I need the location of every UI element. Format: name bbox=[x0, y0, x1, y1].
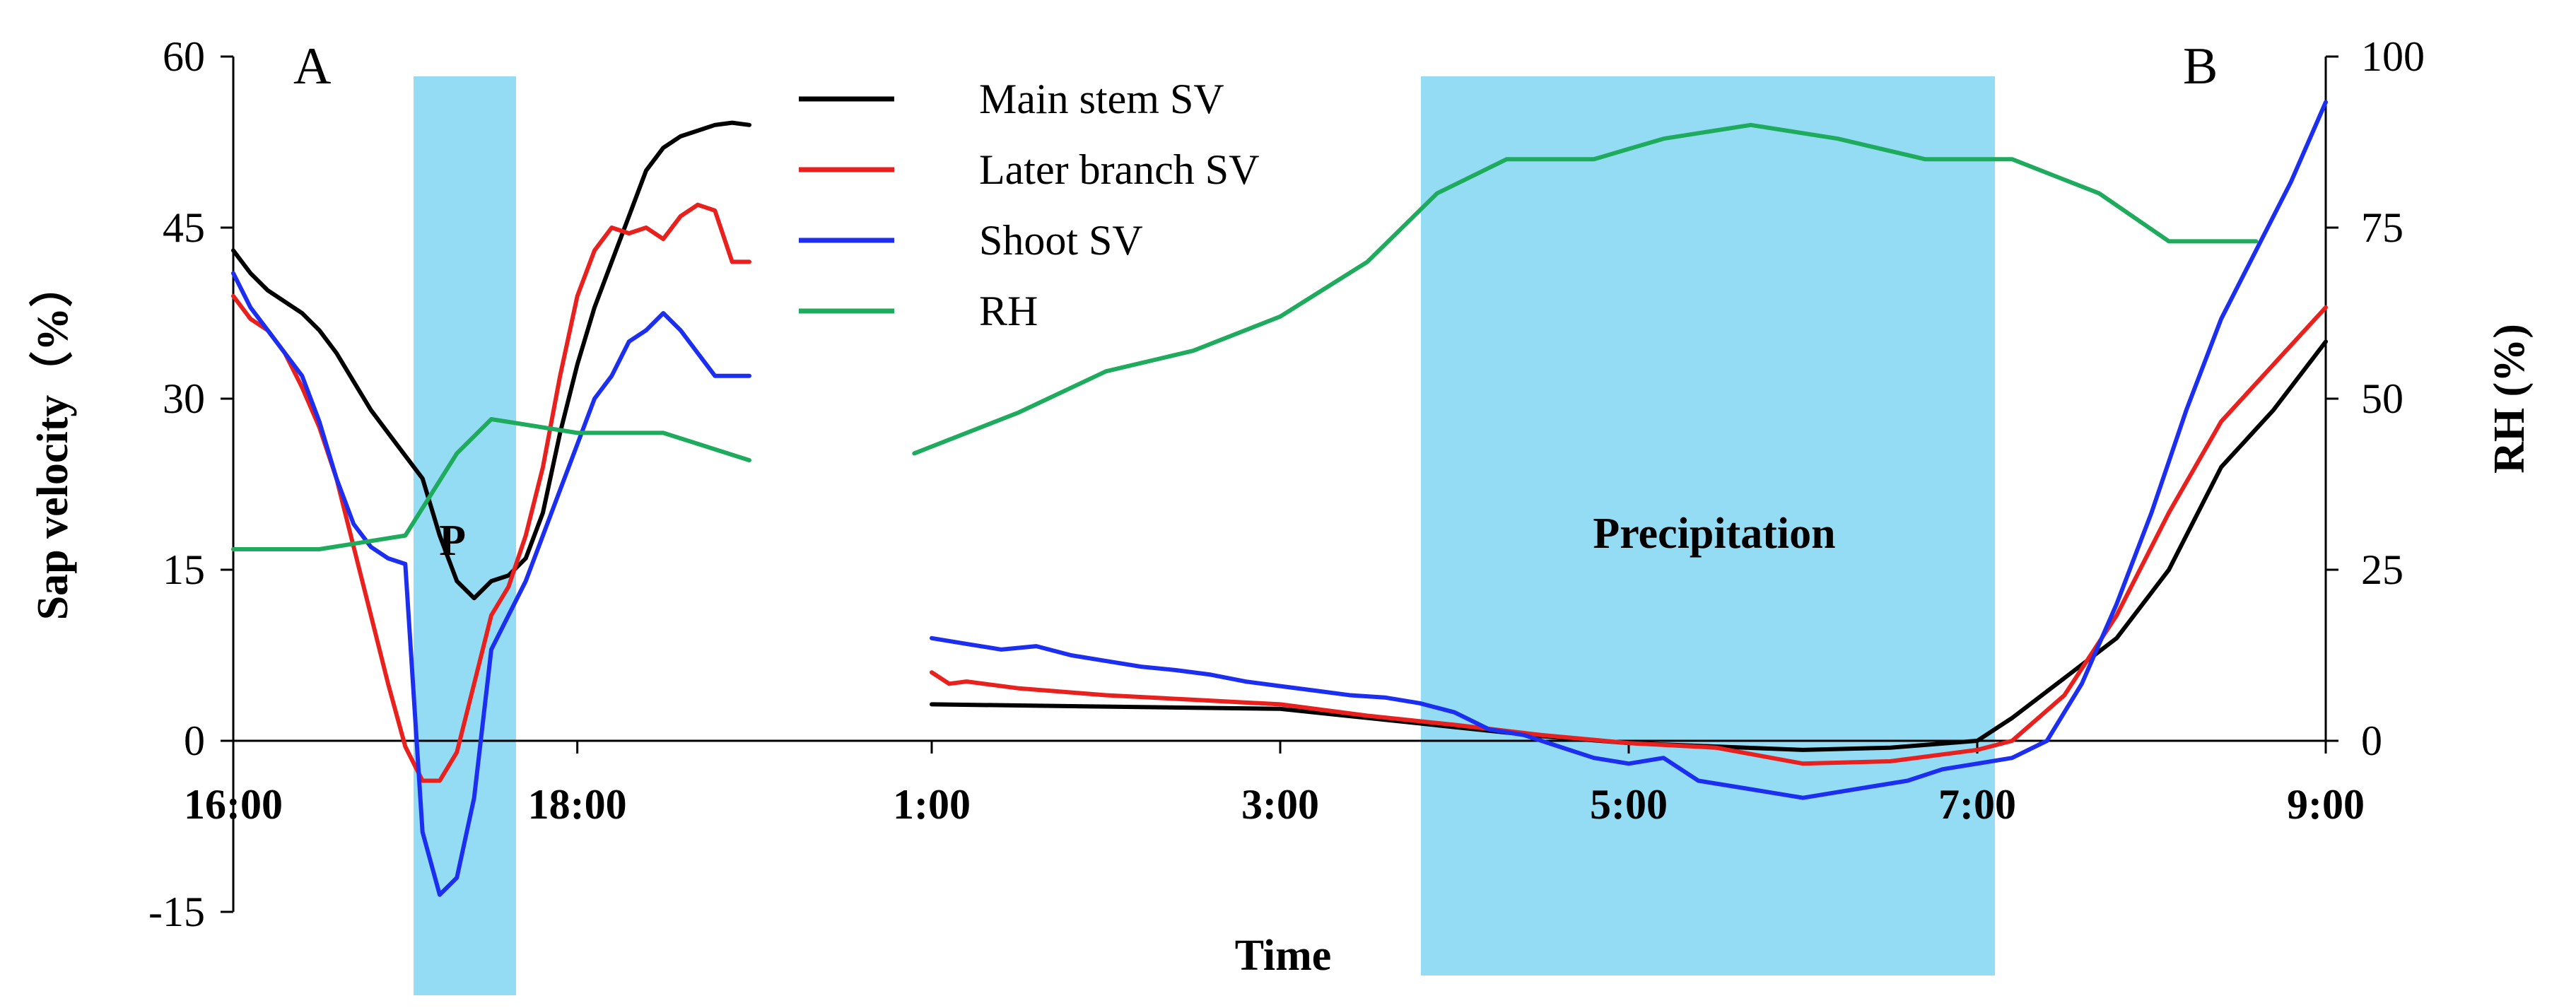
y-axis-title-left: Sap velocity（%） bbox=[28, 264, 77, 621]
legend-label: Main stem SV bbox=[979, 76, 1224, 122]
y-axis-title-right: RH (%) bbox=[2486, 324, 2534, 474]
y-tick-label: 15 bbox=[163, 546, 205, 593]
legend: Main stem SV Later branch SV Shoot SV RH bbox=[799, 76, 1260, 334]
chart-labels: A B P Precipitation Time Sap velocity（%）… bbox=[28, 37, 2534, 980]
shade-precipitation bbox=[1421, 76, 1995, 975]
legend-label: Later branch SV bbox=[979, 146, 1260, 193]
x-tick-label: 9:00 bbox=[2287, 781, 2365, 828]
y-tick-label: 0 bbox=[184, 717, 205, 764]
x-tick-label: 7:00 bbox=[1938, 781, 2016, 828]
annotation-p: P bbox=[439, 517, 466, 565]
x-tick-label: 16:00 bbox=[184, 781, 283, 828]
shaded-regions bbox=[414, 76, 1995, 995]
series-line-shoot-sv-b bbox=[930, 100, 2328, 800]
legend-label: Shoot SV bbox=[979, 217, 1143, 264]
y2-tick-label: 25 bbox=[2361, 546, 2404, 593]
y-tick-label: 45 bbox=[163, 204, 205, 251]
x-tick-label: 1:00 bbox=[893, 781, 971, 828]
panel-label-b: B bbox=[2183, 37, 2218, 95]
panel-label-a: A bbox=[293, 37, 331, 95]
y2-tick-label: 50 bbox=[2361, 375, 2404, 422]
series-line-shoot-sv-a bbox=[231, 271, 751, 897]
series-line-rh-b bbox=[912, 122, 2259, 456]
y-tick-label: -15 bbox=[148, 889, 205, 935]
series-line-later-branch-sv-b bbox=[930, 305, 2328, 766]
annotation-precipitation: Precipitation bbox=[1593, 510, 1835, 558]
y-tick-label: 30 bbox=[163, 375, 205, 422]
series-lines bbox=[231, 100, 2328, 897]
x-tick-label: 18:00 bbox=[528, 781, 627, 828]
x-tick-label: 5:00 bbox=[1590, 781, 1668, 828]
axes: 60 45 30 15 0 -15 100 75 50 25 0 16:00 18:00 1:00 3:00… bbox=[148, 33, 2425, 935]
series-line-rh-a bbox=[231, 417, 751, 551]
legend-label: RH bbox=[979, 288, 1038, 334]
y2-tick-label: 100 bbox=[2361, 33, 2425, 80]
y2-tick-label: 75 bbox=[2361, 204, 2404, 251]
y2-tick-label: 0 bbox=[2361, 717, 2382, 764]
series-line-main-stem-sv-a bbox=[231, 120, 751, 601]
y-tick-label: 60 bbox=[163, 33, 205, 80]
series-line-main-stem-sv-b bbox=[930, 339, 2328, 752]
x-tick-label: 3:00 bbox=[1241, 781, 1319, 828]
x-axis-title: Time bbox=[1235, 932, 1332, 980]
